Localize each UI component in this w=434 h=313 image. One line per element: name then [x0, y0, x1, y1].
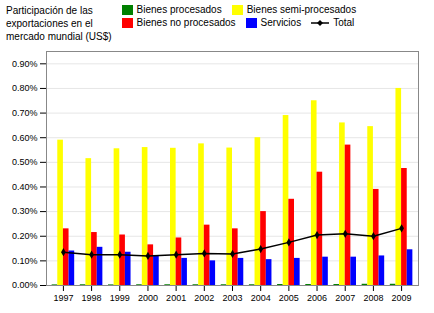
svg-text:0.60%: 0.60%	[12, 133, 38, 143]
svg-text:1999: 1999	[110, 293, 130, 303]
svg-text:1997: 1997	[53, 293, 73, 303]
html-text:Participación de las exportaci: Participación de las exportaciones en el…	[6, 5, 112, 42]
svg-text:2004: 2004	[251, 293, 271, 303]
svg-text:0.90%: 0.90%	[12, 59, 38, 69]
html-text:Bienes no procesados: Bienes no procesados	[136, 17, 236, 28]
svg-text:0.50%: 0.50%	[12, 157, 38, 167]
svg-text:0.30%: 0.30%	[12, 206, 38, 216]
svg-text:0.80%: 0.80%	[12, 83, 38, 93]
svg-text:0.70%: 0.70%	[12, 108, 38, 118]
svg-text:0.40%: 0.40%	[12, 182, 38, 192]
svg-text:2006: 2006	[307, 293, 327, 303]
svg-text:0.00%: 0.00%	[12, 280, 38, 290]
svg-text:2003: 2003	[222, 293, 242, 303]
svg-text:2007: 2007	[335, 293, 355, 303]
html-text:Bienes procesados: Bienes procesados	[136, 4, 222, 15]
svg-text:2009: 2009	[392, 293, 412, 303]
svg-text:2005: 2005	[279, 293, 299, 303]
svg-text:2000: 2000	[138, 293, 158, 303]
svg-text:0.10%: 0.10%	[12, 256, 38, 266]
html-text:Bienes semi-procesados: Bienes semi-procesados	[246, 4, 357, 15]
svg-text:1998: 1998	[82, 293, 102, 303]
html-text:Servicios: Servicios	[260, 17, 302, 28]
svg-text:2001: 2001	[166, 293, 186, 303]
html-text:Total: Total	[333, 17, 355, 28]
svg-text:2008: 2008	[363, 293, 383, 303]
svg-text:2002: 2002	[194, 293, 214, 303]
svg-text:0.20%: 0.20%	[12, 231, 38, 241]
